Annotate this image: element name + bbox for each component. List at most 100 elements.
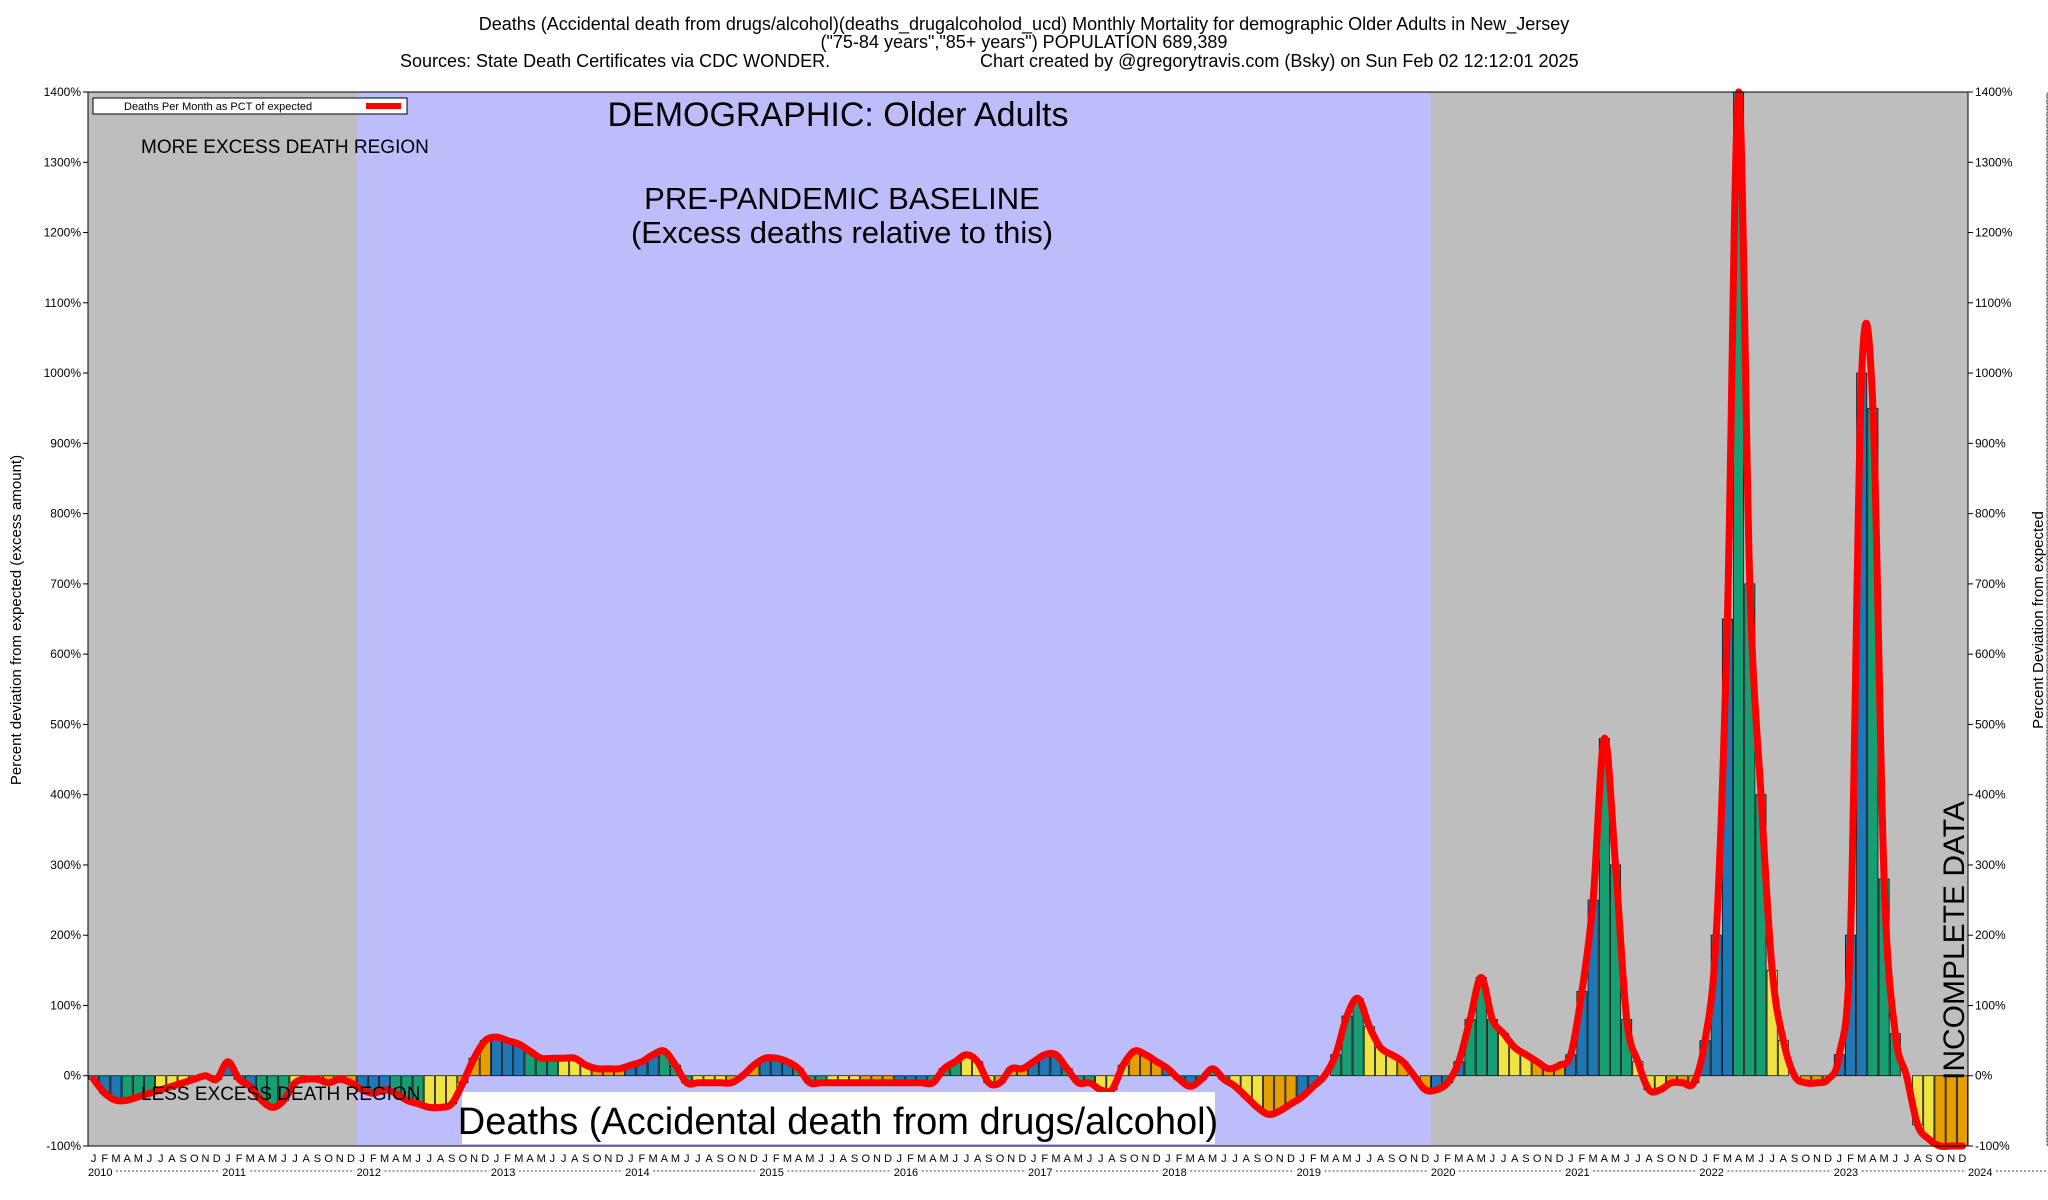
x-month-label: A	[929, 1153, 937, 1165]
x-month-label: F	[370, 1153, 377, 1165]
x-month-label: O	[324, 1153, 333, 1165]
x-year-label: 2012	[357, 1167, 381, 1179]
x-month-label: J	[91, 1153, 97, 1165]
year-label-bg	[488, 1165, 517, 1178]
x-month-label: A	[392, 1153, 400, 1165]
x-month-label: J	[628, 1153, 634, 1165]
bar	[1934, 1075, 1946, 1147]
x-month-label: J	[1904, 1153, 1910, 1165]
x-year-label: 2019	[1297, 1167, 1321, 1179]
y-tick-label-right: 400%	[1975, 788, 2006, 802]
x-month-label: A	[974, 1153, 982, 1165]
x-month-label: M	[246, 1153, 255, 1165]
x-month-label: S	[448, 1153, 455, 1165]
bar	[423, 1075, 435, 1108]
y-tick-label-left: 1100%	[45, 296, 82, 310]
x-month-label: D	[213, 1153, 221, 1165]
x-month-label: J	[1165, 1153, 1171, 1165]
legend-label: Deaths Per Month as PCT of expected	[124, 101, 312, 113]
x-month-label: N	[1947, 1153, 1955, 1165]
x-month-label: A	[526, 1153, 534, 1165]
x-month-label: J	[1031, 1153, 1037, 1165]
x-month-label: J	[1501, 1153, 1507, 1165]
y-tick-label-right: -100%	[1975, 1139, 2010, 1153]
x-month-label: F	[1847, 1153, 1854, 1165]
y-tick-label-left: 600%	[50, 647, 81, 661]
y-tick-label-right: 500%	[1975, 717, 2006, 731]
x-month-label: D	[1824, 1153, 1832, 1165]
x-month-label: S	[314, 1153, 321, 1165]
x-month-label: M	[402, 1153, 411, 1165]
bar	[1923, 1075, 1935, 1140]
bar	[1956, 1075, 1968, 1147]
x-year-label: 2023	[1834, 1167, 1858, 1179]
x-month-label: S	[1388, 1153, 1395, 1165]
y-tick-label-left: 1200%	[44, 226, 82, 240]
x-month-label: M	[1074, 1153, 1083, 1165]
plot-frame	[87, 91, 1969, 1147]
x-month-label: M	[1879, 1153, 1888, 1165]
x-month-label: O	[1399, 1153, 1408, 1165]
x-month-label: N	[1410, 1153, 1418, 1165]
x-month-label: N	[1007, 1153, 1015, 1165]
x-month-label: J	[953, 1153, 959, 1165]
incomplete-data-region	[2046, 92, 2048, 1146]
x-month-label: J	[1299, 1153, 1305, 1165]
x-month-label: J	[829, 1153, 835, 1165]
x-month-label: D	[884, 1153, 892, 1165]
x-month-label: J	[550, 1153, 556, 1165]
bar	[1945, 1075, 1957, 1147]
x-month-label: S	[717, 1153, 724, 1165]
year-label-bg	[1026, 1165, 1054, 1178]
y-axis-title-left: Percent deviation from expected (excess …	[8, 455, 25, 785]
x-month-label: N	[1813, 1153, 1821, 1165]
x-month-label: D	[1287, 1153, 1295, 1165]
x-month-label: J	[494, 1153, 500, 1165]
x-month-label: A	[437, 1153, 445, 1165]
x-month-label: A	[303, 1153, 311, 1165]
y-tick-label-right: 900%	[1975, 436, 2006, 450]
x-month-label: M	[1342, 1153, 1351, 1165]
x-month-label: A	[1243, 1153, 1251, 1165]
x-month-label: J	[1098, 1153, 1104, 1165]
x-year-label: 2016	[894, 1167, 918, 1179]
x-month-label: A	[1466, 1153, 1474, 1165]
x-year-label: 2020	[1431, 1167, 1455, 1179]
x-month-label: J	[1355, 1153, 1361, 1165]
y-tick-label-right: 1300%	[1975, 155, 2013, 169]
x-month-label: J	[1221, 1153, 1227, 1165]
x-month-label: M	[671, 1153, 680, 1165]
year-label-bg	[1966, 1165, 1994, 1178]
x-year-label: 2010	[88, 1167, 112, 1179]
x-month-label: O	[190, 1153, 199, 1165]
year-label-bg	[220, 1165, 249, 1178]
x-month-label: J	[147, 1153, 153, 1165]
cause-label-box	[462, 1092, 1215, 1144]
bar	[502, 1040, 514, 1077]
bar	[1263, 1075, 1275, 1115]
y-tick-label-left: 900%	[50, 436, 81, 450]
x-month-label: A	[1511, 1153, 1519, 1165]
x-month-label: D	[1690, 1153, 1698, 1165]
year-label-bg	[623, 1165, 652, 1178]
more-excess-label: MORE EXCESS DEATH REGION	[141, 137, 429, 158]
x-month-label: F	[1310, 1153, 1317, 1165]
x-month-label: S	[1925, 1153, 1932, 1165]
x-month-label: A	[840, 1153, 848, 1165]
x-month-label: A	[661, 1153, 669, 1165]
cause-label: Deaths (Accidental death from drugs/alco…	[458, 1101, 1218, 1143]
x-month-label: S	[179, 1153, 186, 1165]
y-tick-label-right: 1000%	[1975, 366, 2013, 380]
x-month-label: F	[101, 1153, 108, 1165]
x-month-label: M	[1208, 1153, 1217, 1165]
x-month-label: F	[236, 1153, 243, 1165]
year-label-bg	[1831, 1165, 1860, 1178]
x-month-label: S	[985, 1153, 992, 1165]
x-month-label: D	[1018, 1153, 1026, 1165]
x-month-label: D	[1958, 1153, 1966, 1165]
x-month-label: A	[1780, 1153, 1788, 1165]
x-month-label: M	[1454, 1153, 1463, 1165]
x-month-label: F	[504, 1153, 511, 1165]
x-month-label: N	[202, 1153, 210, 1165]
